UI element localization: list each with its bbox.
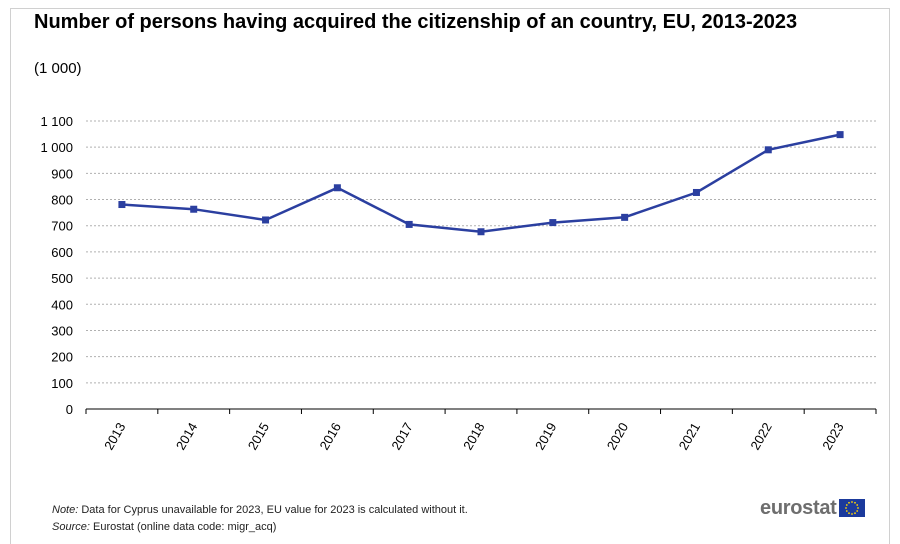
y-tick-label: 500 (51, 271, 73, 286)
x-tick-label: 2018 (460, 420, 487, 453)
x-tick-label: 2015 (245, 420, 272, 453)
data-point (190, 205, 198, 213)
note-label: Note: (52, 504, 79, 516)
data-point (118, 201, 126, 209)
y-tick-label: 900 (51, 166, 73, 181)
x-tick-label: 2014 (173, 420, 200, 453)
y-tick-label: 600 (51, 245, 73, 260)
flag-star (853, 501, 856, 504)
data-point (262, 216, 270, 224)
data-point (836, 131, 844, 139)
grid-lines (86, 120, 876, 384)
data-point (692, 188, 700, 196)
note-text: Data for Cyprus unavailable for 2023, EU… (81, 504, 468, 516)
flag-star (847, 512, 850, 515)
y-tick-label: 1 000 (40, 140, 73, 155)
x-tick-label: 2016 (317, 420, 344, 453)
flag-star (845, 504, 848, 506)
data-point (405, 220, 413, 228)
eurostat-logo: eurostat (760, 497, 865, 519)
chart-subtitle: (1 000) (34, 60, 82, 77)
x-tick-label: 2019 (532, 420, 559, 453)
flag-star (856, 507, 859, 509)
footnote-source: Source: Eurostat (online data code: migr… (52, 520, 276, 534)
flag-star (855, 504, 858, 506)
x-axis-ticks: 2013 2014 2015 2016 2017 2018 2019 2020 2021 2022… (85, 409, 877, 453)
flag-star (855, 510, 858, 512)
footnote-note: Note: Data for Cyprus unavailable for 20… (52, 503, 468, 517)
flag-star (845, 510, 848, 512)
x-tick-label: 2021 (676, 420, 703, 453)
flag-star (850, 513, 853, 515)
logo-text: eurostat (760, 496, 837, 519)
series-line (121, 133, 841, 233)
chart-title: Number of persons having acquired the ci… (34, 11, 798, 33)
y-tick-label: 100 (51, 376, 73, 391)
flag-star (844, 507, 847, 509)
y-tick-label: 400 (51, 297, 73, 312)
x-tick-label: 2020 (604, 420, 631, 453)
data-point (549, 219, 557, 227)
data-point (333, 184, 341, 192)
y-tick-label: 300 (51, 323, 73, 338)
data-point (764, 146, 772, 154)
y-tick-label: 200 (51, 350, 73, 365)
flag-star (850, 501, 853, 503)
y-tick-label: 0 (66, 402, 73, 417)
source-text: Eurostat (online data code: migr_acq) (92, 521, 277, 533)
x-tick-label: 2022 (747, 420, 774, 453)
series-markers (118, 131, 844, 236)
x-tick-label: 2017 (388, 420, 415, 453)
y-axis-ticks: 0 100 200 300 400 500 600 700 800 900 1 000 1 100 (40, 114, 73, 417)
chart-frame (10, 8, 890, 544)
source-label: Source: (52, 521, 90, 533)
data-point (621, 213, 629, 221)
y-tick-label: 800 (51, 193, 73, 208)
y-tick-label: 700 (51, 219, 73, 234)
x-tick-label: 2013 (101, 420, 128, 453)
flag-star (847, 501, 850, 504)
flag-star (853, 512, 856, 515)
y-tick-label: 1 100 (40, 114, 73, 129)
eu-flag-icon (838, 499, 865, 517)
x-tick-label: 2023 (819, 420, 846, 453)
data-point (477, 228, 485, 236)
